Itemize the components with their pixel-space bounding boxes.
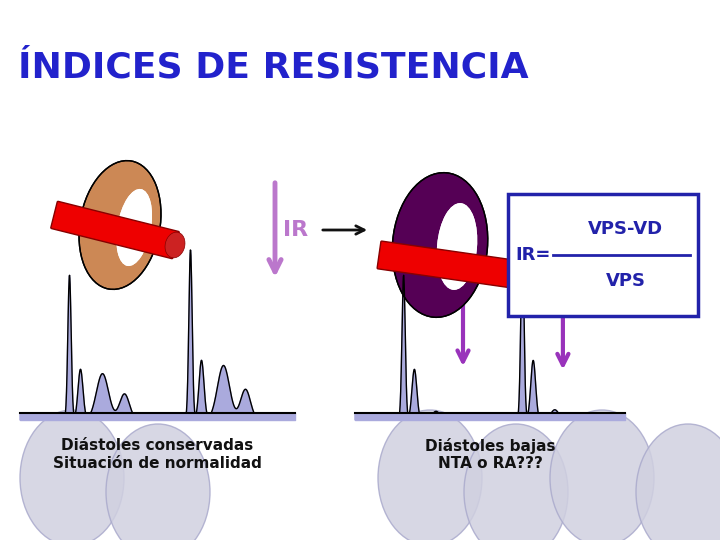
Text: Situación de normalidad: Situación de normalidad: [53, 456, 262, 471]
Polygon shape: [355, 250, 625, 420]
Ellipse shape: [106, 424, 210, 540]
Text: VPS: VPS: [606, 272, 646, 290]
Ellipse shape: [20, 410, 124, 540]
Text: VPS-VD: VPS-VD: [588, 220, 663, 238]
Ellipse shape: [464, 424, 568, 540]
Ellipse shape: [636, 424, 720, 540]
Text: ÍNDICES DE RESISTENCIA: ÍNDICES DE RESISTENCIA: [18, 50, 528, 84]
Text: IR: IR: [283, 220, 308, 240]
Ellipse shape: [437, 203, 477, 290]
Ellipse shape: [437, 203, 477, 290]
FancyBboxPatch shape: [51, 201, 179, 259]
Polygon shape: [20, 250, 295, 420]
Ellipse shape: [117, 189, 152, 266]
Text: Diástoles bajas: Diástoles bajas: [425, 438, 555, 454]
Bar: [508, 194, 698, 316]
Ellipse shape: [79, 160, 161, 289]
Text: Diástoles conservadas: Diástoles conservadas: [61, 438, 253, 453]
Text: IR=: IR=: [516, 246, 551, 264]
Ellipse shape: [392, 173, 487, 318]
Ellipse shape: [378, 410, 482, 540]
Ellipse shape: [510, 262, 530, 288]
Ellipse shape: [550, 410, 654, 540]
FancyBboxPatch shape: [377, 241, 523, 289]
Ellipse shape: [117, 189, 152, 266]
Ellipse shape: [165, 232, 185, 258]
Text: NTA o RA???: NTA o RA???: [438, 456, 542, 471]
